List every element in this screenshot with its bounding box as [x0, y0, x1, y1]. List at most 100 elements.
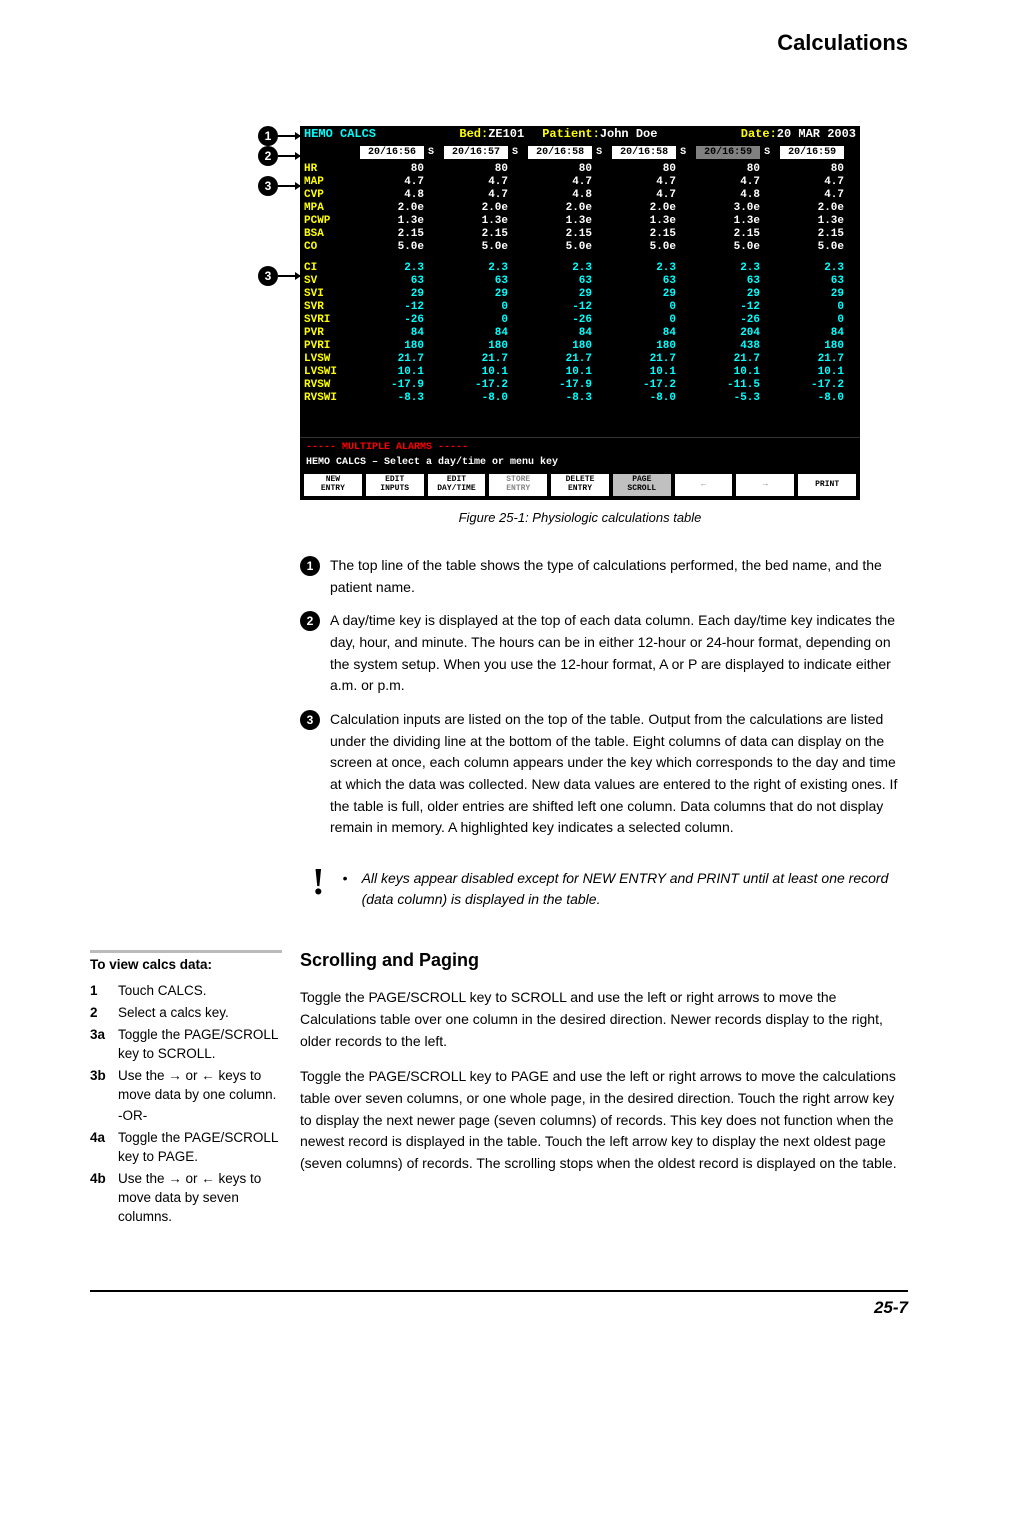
data-cell: -8.3	[352, 392, 424, 405]
step-number: 3b	[90, 1067, 118, 1105]
sidebar-step: 1Touch CALCS.	[90, 982, 282, 1001]
data-cell: 63	[772, 275, 844, 288]
softkey-button: →	[736, 474, 794, 496]
data-cell: 204	[688, 327, 760, 340]
data-cell: 2.15	[520, 228, 592, 241]
arrow-icon	[278, 155, 300, 157]
step-text: -OR-	[118, 1107, 282, 1126]
data-cell: 29	[772, 288, 844, 301]
data-cell: 0	[772, 314, 844, 327]
data-cell: -17.9	[352, 379, 424, 392]
daytime-tab[interactable]: 20/16:59	[696, 146, 760, 160]
row-label: SVR	[304, 301, 352, 314]
data-cell: 4.7	[772, 189, 844, 202]
row-label: LVSWI	[304, 366, 352, 379]
step-number: 3a	[90, 1026, 118, 1064]
step-text: Use the → or ← keys to move data by one …	[118, 1067, 282, 1105]
row-label: PVRI	[304, 340, 352, 353]
row-label: LVSW	[304, 353, 352, 366]
row-label: CO	[304, 241, 352, 254]
data-cell: 84	[604, 327, 676, 340]
body-paragraph: Toggle the PAGE/SCROLL key to PAGE and u…	[300, 1066, 908, 1174]
data-column: 804.74.72.0e1.3e2.155.0e	[604, 163, 688, 254]
data-cell: -17.9	[520, 379, 592, 392]
callout-num: 3	[258, 176, 278, 196]
data-cell: 63	[436, 275, 508, 288]
data-cell: 0	[772, 301, 844, 314]
data-cell: -8.0	[772, 392, 844, 405]
row-label: PVR	[304, 327, 352, 340]
data-cell: 80	[772, 163, 844, 176]
softkey-button[interactable]: PRINT	[798, 474, 856, 496]
step-number: 4b	[90, 1170, 118, 1227]
figure-caption: Figure 25-1: Physiologic calculations ta…	[300, 510, 860, 525]
data-cell: 4.7	[688, 176, 760, 189]
data-cell: 1.3e	[520, 215, 592, 228]
data-cell: -12	[688, 301, 760, 314]
data-cell: -12	[352, 301, 424, 314]
softkey-button[interactable]: NEWENTRY	[304, 474, 362, 496]
data-cell: 438	[688, 340, 760, 353]
data-cell: 0	[436, 301, 508, 314]
data-cell: 29	[520, 288, 592, 301]
data-cell: 80	[436, 163, 508, 176]
data-cell: 4.7	[436, 189, 508, 202]
arrow-icon	[278, 275, 300, 277]
date-value: 20 MAR 2003	[777, 128, 856, 142]
callout-num: 3	[258, 266, 278, 286]
data-column: 2.36329008418021.710.1-17.2-8.0	[772, 262, 856, 405]
daytime-tab[interactable]: 20/16:58	[528, 146, 592, 160]
s-marker: S	[428, 147, 434, 159]
callout-num: 1	[258, 126, 278, 146]
softkey-button[interactable]: EDITINPUTS	[366, 474, 424, 496]
sidebar-step: 3aToggle the PAGE/SCROLL key to SCROLL.	[90, 1026, 282, 1064]
s-marker: S	[680, 147, 686, 159]
data-cell: 2.15	[688, 228, 760, 241]
daytime-tab[interactable]: 20/16:56	[360, 146, 424, 160]
row-label: BSA	[304, 228, 352, 241]
data-cell: 29	[604, 288, 676, 301]
bed-value: ZE101	[488, 128, 524, 142]
data-cell: 2.3	[352, 262, 424, 275]
data-cell: 2.3	[772, 262, 844, 275]
row-label: MPA	[304, 202, 352, 215]
daytime-tab[interactable]: 20/16:58	[612, 146, 676, 160]
data-cell: 180	[352, 340, 424, 353]
softkey-button[interactable]: PAGESCROLL	[613, 474, 671, 496]
sidebar: To view calcs data: 1Touch CALCS.2Select…	[90, 950, 300, 1230]
page-footer: 25-7	[90, 1290, 908, 1318]
daytime-tab[interactable]: 20/16:59	[780, 146, 844, 160]
row-label: SVRI	[304, 314, 352, 327]
data-cell: 1.3e	[436, 215, 508, 228]
item-number-icon: 3	[300, 710, 320, 730]
data-cell: 0	[604, 314, 676, 327]
data-cell: 4.7	[520, 176, 592, 189]
data-cell: -8.0	[604, 392, 676, 405]
data-cell: 80	[352, 163, 424, 176]
data-cell: 5.0e	[520, 241, 592, 254]
data-cell: 10.1	[688, 366, 760, 379]
data-column: 2.36329008418021.710.1-17.2-8.0	[604, 262, 688, 405]
data-cell: -17.2	[436, 379, 508, 392]
data-cell: 4.7	[772, 176, 844, 189]
step-number: 1	[90, 982, 118, 1001]
figure-wrapper: 1 2 3 3 HEMO CALCS Bed: ZE101 Patient: J…	[300, 126, 908, 500]
callout-3a: 3	[258, 176, 300, 196]
data-cell: 4.7	[352, 176, 424, 189]
row-label: PCWP	[304, 215, 352, 228]
daytime-tab[interactable]: 20/16:57	[444, 146, 508, 160]
data-cell: 3.0e	[688, 202, 760, 215]
data-cell: 1.3e	[352, 215, 424, 228]
output-rows: CISVSVISVRSVRIPVRPVRILVSWLVSWIRVSWRVSWI …	[300, 262, 860, 407]
data-column: 804.74.82.0e1.3e2.155.0e	[352, 163, 436, 254]
softkey-button[interactable]: EDITDAY/TIME	[428, 474, 486, 496]
row-label: SV	[304, 275, 352, 288]
data-cell: 0	[436, 314, 508, 327]
softkey-button: STOREENTRY	[489, 474, 547, 496]
data-cell: 84	[352, 327, 424, 340]
sidebar-title: To view calcs data:	[90, 957, 282, 972]
softkey-button[interactable]: DELETEENTRY	[551, 474, 609, 496]
data-cell: 21.7	[604, 353, 676, 366]
data-cell: 10.1	[604, 366, 676, 379]
data-cell: -8.0	[436, 392, 508, 405]
